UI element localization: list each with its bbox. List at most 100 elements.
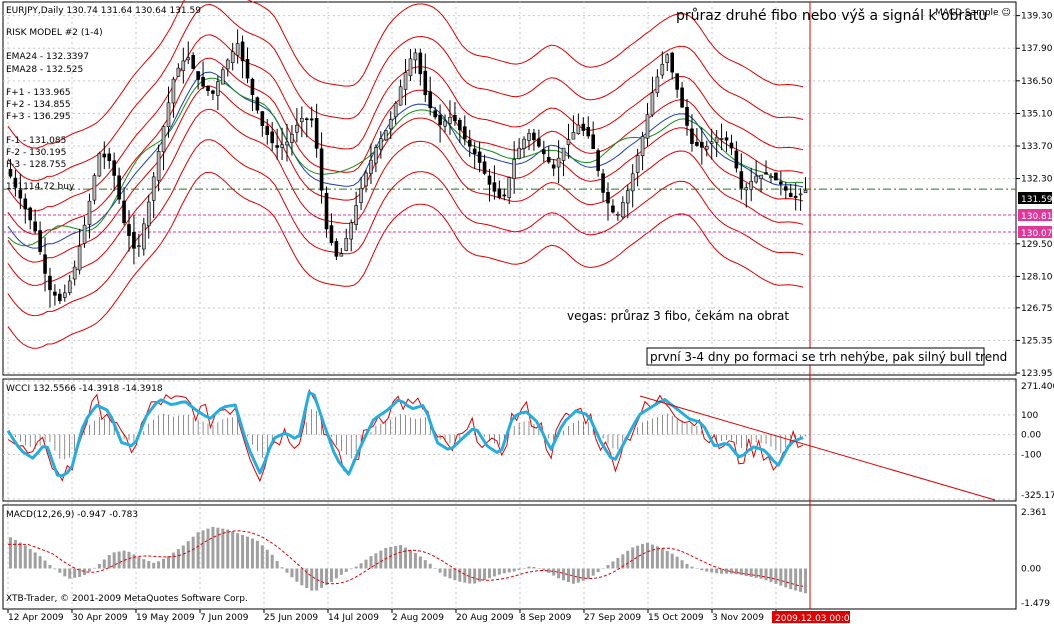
macd-bar — [552, 568, 556, 576]
candle-body — [551, 164, 556, 169]
macd-header: MACD(12,26,9) -0.947 -0.783 — [6, 510, 138, 520]
macd-bar — [137, 557, 141, 569]
macd-bar — [443, 568, 447, 577]
macd-bar — [83, 568, 87, 576]
candle-body — [443, 120, 447, 127]
candle-body — [122, 200, 126, 224]
pink-box-2-label: 130.07 — [1021, 229, 1053, 239]
candle-body — [527, 133, 531, 141]
macd-panel[interactable] — [2, 504, 1017, 610]
x-tick-label: 3 Nov 2009 — [712, 613, 764, 623]
macd-bar — [23, 545, 27, 569]
macd-bar — [374, 553, 378, 569]
candle-body — [334, 241, 339, 257]
candle-body — [349, 222, 354, 240]
fibo-bands — [7, 0, 804, 349]
candle-body — [354, 205, 358, 226]
macd-bar — [325, 568, 329, 586]
macd-bar — [670, 553, 674, 569]
macd-bar — [92, 567, 96, 569]
macd-bar — [201, 530, 205, 569]
pink-box-1 — [1018, 209, 1052, 221]
macd-bar — [87, 568, 91, 572]
macd-bar — [517, 568, 521, 571]
candle-body — [616, 213, 620, 216]
macd-bar — [695, 568, 699, 569]
candle-body — [201, 76, 205, 87]
macd-bar — [28, 548, 32, 569]
candle-body — [408, 58, 413, 77]
x-tick-label: 2 Aug 2009 — [392, 613, 444, 623]
candle-body — [23, 198, 28, 210]
candle-body — [759, 174, 763, 179]
candle-body — [522, 138, 526, 149]
macd-bar — [404, 547, 408, 569]
fibo-band-4 — [7, 85, 804, 263]
wcci-panel[interactable] — [2, 378, 1017, 502]
candle-body — [77, 245, 82, 271]
ema28-line — [7, 77, 804, 247]
ema24-line — [7, 71, 804, 249]
candle-body — [492, 182, 497, 192]
candle-body — [62, 292, 67, 298]
candle-body — [793, 195, 798, 198]
fibo-band-1 — [7, 171, 804, 349]
macd-bar — [344, 568, 348, 572]
candle-body — [507, 177, 512, 198]
x-tick-label: 27 Sep 2009 — [584, 613, 641, 623]
macd-bar — [315, 568, 319, 591]
candle-body — [467, 139, 472, 147]
macd-signal-line — [8, 530, 804, 587]
fminus3-label: F-3 - 128.755 — [6, 160, 66, 170]
fibo-band-3 — [7, 108, 804, 286]
candle-body — [709, 141, 714, 144]
wcci-trendline[interactable] — [639, 395, 996, 501]
candle-body — [744, 187, 749, 191]
y-axis-ticks: 139.30 137.90 136.50 135.10 133.70 132.30 129.… — [1016, 12, 1054, 609]
macd-bar — [650, 544, 654, 569]
macd-bar — [359, 563, 363, 569]
candle-body — [788, 192, 793, 198]
candle-body — [625, 190, 630, 204]
candle-body — [512, 159, 516, 179]
candle-body — [729, 142, 734, 149]
macd-bar — [754, 568, 758, 578]
candle-body — [561, 147, 566, 161]
y-tick-label: 136.50 — [1021, 77, 1053, 87]
macd-bar — [690, 566, 694, 569]
candle-body — [181, 60, 186, 71]
candle-body — [660, 63, 665, 76]
title-annotation: průraz druhé fibo nebo výš a signál k ob… — [676, 8, 987, 24]
macd-bar — [310, 568, 314, 591]
macd-bar — [804, 568, 808, 594]
candle-body — [418, 52, 423, 75]
candle-body — [137, 245, 141, 248]
candle-body — [38, 230, 42, 252]
macd-bar — [769, 568, 773, 583]
macd-bar — [502, 568, 506, 574]
candle-body — [275, 145, 279, 148]
macd-bar — [680, 560, 684, 569]
macd-bar — [685, 563, 689, 569]
macd-bar — [749, 568, 753, 577]
candle-body — [43, 254, 47, 274]
macd-bar — [216, 527, 220, 569]
candle-body — [146, 201, 151, 227]
macd-bar — [408, 550, 412, 569]
macd-bar — [78, 568, 82, 577]
fibo-band-7 — [7, 3, 804, 182]
x-tick-label: 25 Jun 2009 — [264, 613, 318, 623]
wcci-thick-line — [6, 391, 804, 478]
macd-bar — [547, 568, 551, 573]
candle-body — [537, 138, 541, 147]
y-tick-label: 128.10 — [1021, 272, 1053, 282]
candle-body — [433, 110, 437, 118]
macd-bar — [458, 568, 462, 582]
candle-body — [695, 141, 699, 146]
macd-bar — [473, 568, 477, 584]
macd-bar — [127, 551, 131, 569]
annotation-box[interactable] — [646, 347, 985, 366]
macd-bar — [132, 554, 136, 569]
macd-bar — [68, 568, 72, 579]
